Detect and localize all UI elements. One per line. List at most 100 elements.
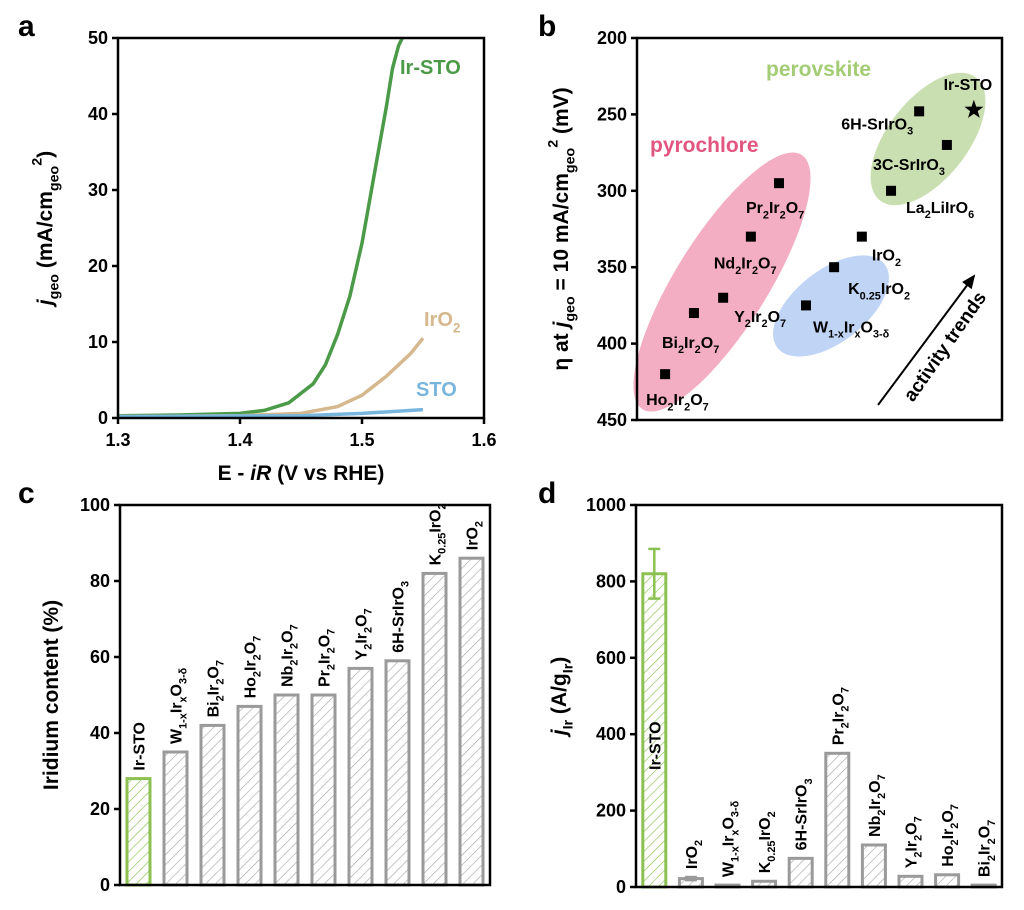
bar-category-label: Pr2Ir2O7​ <box>317 629 338 687</box>
data-point-label: W1-xIrxO3-δ​ <box>813 319 890 340</box>
bar-category-label: 6H-SrIrO3​ <box>794 778 815 850</box>
y-tick-label: 400 <box>597 334 627 354</box>
bar-category-label: Y2Ir2O7​ <box>904 816 925 868</box>
data-point-label: K0.25IrO2​ <box>848 281 910 302</box>
data-point-square <box>773 178 784 189</box>
bar-category-label: Y2Ir2O7​ <box>354 608 375 660</box>
data-point-square <box>800 300 811 311</box>
bar-category-label: W1-xIrxO3-δ​ <box>721 800 742 877</box>
activity-trends-annotation: activity trends <box>900 288 991 406</box>
y-tick-label: 450 <box>597 410 627 430</box>
axes-frame <box>118 503 492 887</box>
bar-category-label: 6H-SrIrO3​ <box>391 581 412 653</box>
bar-category-label: K0.25IrO2​ <box>428 503 449 565</box>
iridium-oxide-region <box>773 255 889 357</box>
y-tick-label: 20 <box>90 799 110 819</box>
data-point-label: Ir-STO <box>944 77 993 94</box>
x-tick-label: 1.5 <box>349 430 374 450</box>
group-label-perovskite: perovskite <box>766 58 871 81</box>
series-line-iro2 <box>117 337 425 419</box>
data-point-square <box>829 262 840 273</box>
data-point-square <box>886 185 897 196</box>
data-point-square <box>660 369 671 380</box>
activity-trend-arrow <box>877 274 976 406</box>
data-point-square <box>688 308 699 319</box>
bar <box>347 666 374 887</box>
bar-category-label: W1-xIrxO3-δ​ <box>169 667 190 744</box>
data-point-square <box>745 231 756 242</box>
y-tick-label: 50 <box>88 28 108 48</box>
series-line-irsto <box>117 37 404 418</box>
bar-category-label: Bi2Ir2O7​ <box>977 820 998 877</box>
bar-category-label: Ho2Ir2O7​ <box>940 804 961 867</box>
data-point-label: Pr2Ir2O7​ <box>746 200 804 221</box>
bar-category-label: Ir-STO <box>132 722 149 771</box>
group-label-pyrochlore: pyrochlore <box>650 134 759 157</box>
bar-category-label: IrO2​ <box>465 521 486 550</box>
pyrochlore-region <box>633 152 811 412</box>
data-point-label: IrO2​ <box>872 248 901 269</box>
y-axis-title: η at jgeo = 10 mA/cmgeo2 (mV) <box>546 87 579 370</box>
panel-b-overpotential-scatter: pyrochlore perovskite Ir-STO 6H-SrIrO3​ 3C-S… <box>546 28 1004 430</box>
panel-letter-b: b <box>538 10 556 43</box>
data-point-label: Ho2Ir2O7​ <box>646 392 709 413</box>
axes-frame <box>635 36 1004 422</box>
bar-category-label: K0.25IrO2​ <box>757 811 778 873</box>
bar-category-label: Nb2Ir2O7​ <box>867 774 888 837</box>
y-tick-label: 300 <box>597 181 627 201</box>
y-tick-label: 250 <box>597 104 627 124</box>
bar <box>897 874 924 889</box>
x-tick-label: 1.3 <box>105 430 130 450</box>
bar <box>860 843 887 889</box>
y-tick-label: 400 <box>596 724 626 744</box>
bar <box>236 704 263 887</box>
y-tick-label: 0 <box>100 875 110 895</box>
data-point-label: Bi2Ir2O7​ <box>662 335 719 356</box>
bar-category-label: Ir-STO <box>647 721 664 770</box>
bar <box>824 751 851 889</box>
y-tick-label: 20 <box>88 256 108 276</box>
bar <box>199 723 226 887</box>
data-point-label: 6H-SrIrO3​ <box>841 116 913 137</box>
bar <box>458 556 485 887</box>
y-axis-title: jIr (A/gIr) <box>548 657 577 739</box>
data-point-square <box>718 292 729 303</box>
bar <box>125 777 152 887</box>
data-point-label: Nd2Ir2O7​ <box>714 256 777 277</box>
bar <box>384 659 411 887</box>
bar-category-label: Pr2Ir2O7​ <box>830 687 851 745</box>
y-tick-label: 10 <box>88 332 108 352</box>
data-point-label: Y2Ir2O7​ <box>734 309 786 330</box>
x-tick-label: 1.6 <box>471 430 496 450</box>
bar-category-label: Bi2Ir2O7​ <box>206 660 227 717</box>
x-tick-label: 1.4 <box>227 430 252 450</box>
panel-letter-c: c <box>18 477 35 510</box>
axes-frame <box>116 36 486 420</box>
y-tick-label: 0 <box>98 408 108 428</box>
panel-letter-d: d <box>538 477 556 510</box>
y-axis-title: Iridium content (%) <box>40 600 63 790</box>
y-tick-label: 40 <box>88 104 108 124</box>
y-tick-label: 200 <box>596 801 626 821</box>
panel-a-polarization-curves: Ir-STO IrO2​ STO 0 10 20 30 40 50 1.3 1.4 1.5 1.6 E -… <box>30 28 497 485</box>
y-tick-label: 600 <box>596 648 626 668</box>
bar <box>162 750 189 887</box>
panel-c-iridium-content-bars: Ir-STO W1-xIrxO3-δ​ Bi2Ir2O7​ Ho2Ir2O7​ Nb2I… <box>40 495 492 895</box>
y-tick-label: 80 <box>90 571 110 591</box>
data-point-square <box>941 139 952 150</box>
bar-category-label: Nb2Ir2O7​ <box>280 624 301 687</box>
data-point-star <box>964 99 984 118</box>
bar-category-label: Ho2Ir2O7​ <box>243 636 264 699</box>
y-axis-title: jgeo (mA/cmgeo2) <box>30 151 63 308</box>
y-tick-label: 800 <box>596 571 626 591</box>
bar <box>421 571 448 887</box>
bar <box>273 693 300 887</box>
data-point-square <box>856 231 867 242</box>
bar <box>787 856 814 889</box>
data-point-square <box>914 106 925 117</box>
bar <box>934 873 961 889</box>
y-tick-label: 100 <box>80 495 110 515</box>
data-point-label: 3C-SrIrO3​ <box>873 157 945 178</box>
y-tick-label: 350 <box>597 257 627 277</box>
